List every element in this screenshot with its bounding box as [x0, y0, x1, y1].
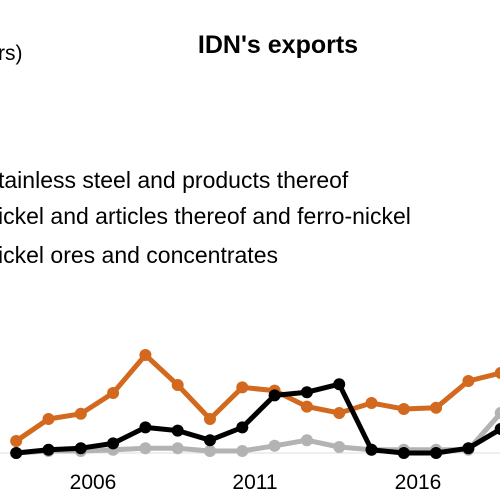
x-tick-label-2011: 2011 [232, 471, 277, 494]
data-point-2-2002 [10, 447, 23, 459]
legend-label-stainless: tainless steel and products thereof [0, 167, 349, 193]
data-point-1-2006 [139, 349, 152, 361]
data-point-1-2009 [236, 381, 249, 394]
data-point-1-2015 [430, 401, 443, 414]
data-point-0-2007 [171, 442, 184, 455]
series-line-2 [13, 381, 500, 456]
data-point-2-2007 [171, 424, 184, 437]
data-point-2-2015 [430, 447, 443, 459]
data-point-1-2005 [107, 387, 120, 399]
data-point-2-2013 [365, 443, 378, 456]
unit-label: rs) [0, 42, 23, 65]
data-point-2-2012 [333, 378, 346, 391]
data-point-1-2002 [10, 435, 23, 447]
data-point-2-2017 [494, 423, 500, 435]
data-point-1-2017 [494, 367, 500, 379]
data-point-0-2012 [333, 441, 346, 453]
x-tick-label-2006: 2006 [70, 471, 117, 494]
data-point-2-2016 [462, 442, 475, 455]
data-point-2-2003 [42, 443, 55, 456]
data-point-2-2006 [139, 421, 152, 434]
data-point-0-2009 [236, 445, 249, 457]
series-line-1 [13, 352, 500, 444]
data-point-1-2013 [365, 397, 378, 409]
data-point-1-2011 [300, 400, 313, 413]
data-point-2-2009 [236, 421, 249, 434]
data-point-1-2007 [171, 379, 184, 391]
data-point-0-2006 [139, 442, 152, 455]
data-point-2-2004 [74, 442, 87, 455]
data-point-1-2004 [74, 407, 87, 420]
series-1 [10, 349, 500, 447]
legend: tainless steel and products thereof icke… [0, 167, 411, 268]
series-2 [10, 378, 500, 459]
data-point-1-2012 [333, 407, 346, 419]
series-layer [10, 349, 500, 459]
data-point-0-2010 [268, 439, 281, 452]
data-point-2-2010 [268, 389, 281, 402]
data-point-2-2008 [204, 434, 216, 447]
data-point-2-2011 [300, 386, 313, 399]
chart-title: IDN's exports [198, 31, 358, 59]
data-point-2-2014 [397, 447, 410, 459]
data-point-1-2003 [42, 413, 55, 425]
data-point-1-2008 [204, 413, 216, 425]
legend-label-nickel-ores: ickel ores and concentrates [0, 242, 278, 268]
data-point-1-2014 [397, 403, 410, 415]
data-point-0-2017 [494, 407, 500, 419]
data-point-1-2016 [462, 375, 475, 387]
legend-label-nickel-articles: ickel and articles thereof and ferro-nic… [0, 203, 411, 229]
data-point-0-2008 [204, 445, 216, 457]
x-axis-ticks: 2006 2011 2016 [70, 471, 442, 494]
data-point-0-2011 [300, 434, 313, 447]
x-tick-label-2016: 2016 [395, 471, 442, 494]
data-point-2-2005 [107, 437, 120, 450]
